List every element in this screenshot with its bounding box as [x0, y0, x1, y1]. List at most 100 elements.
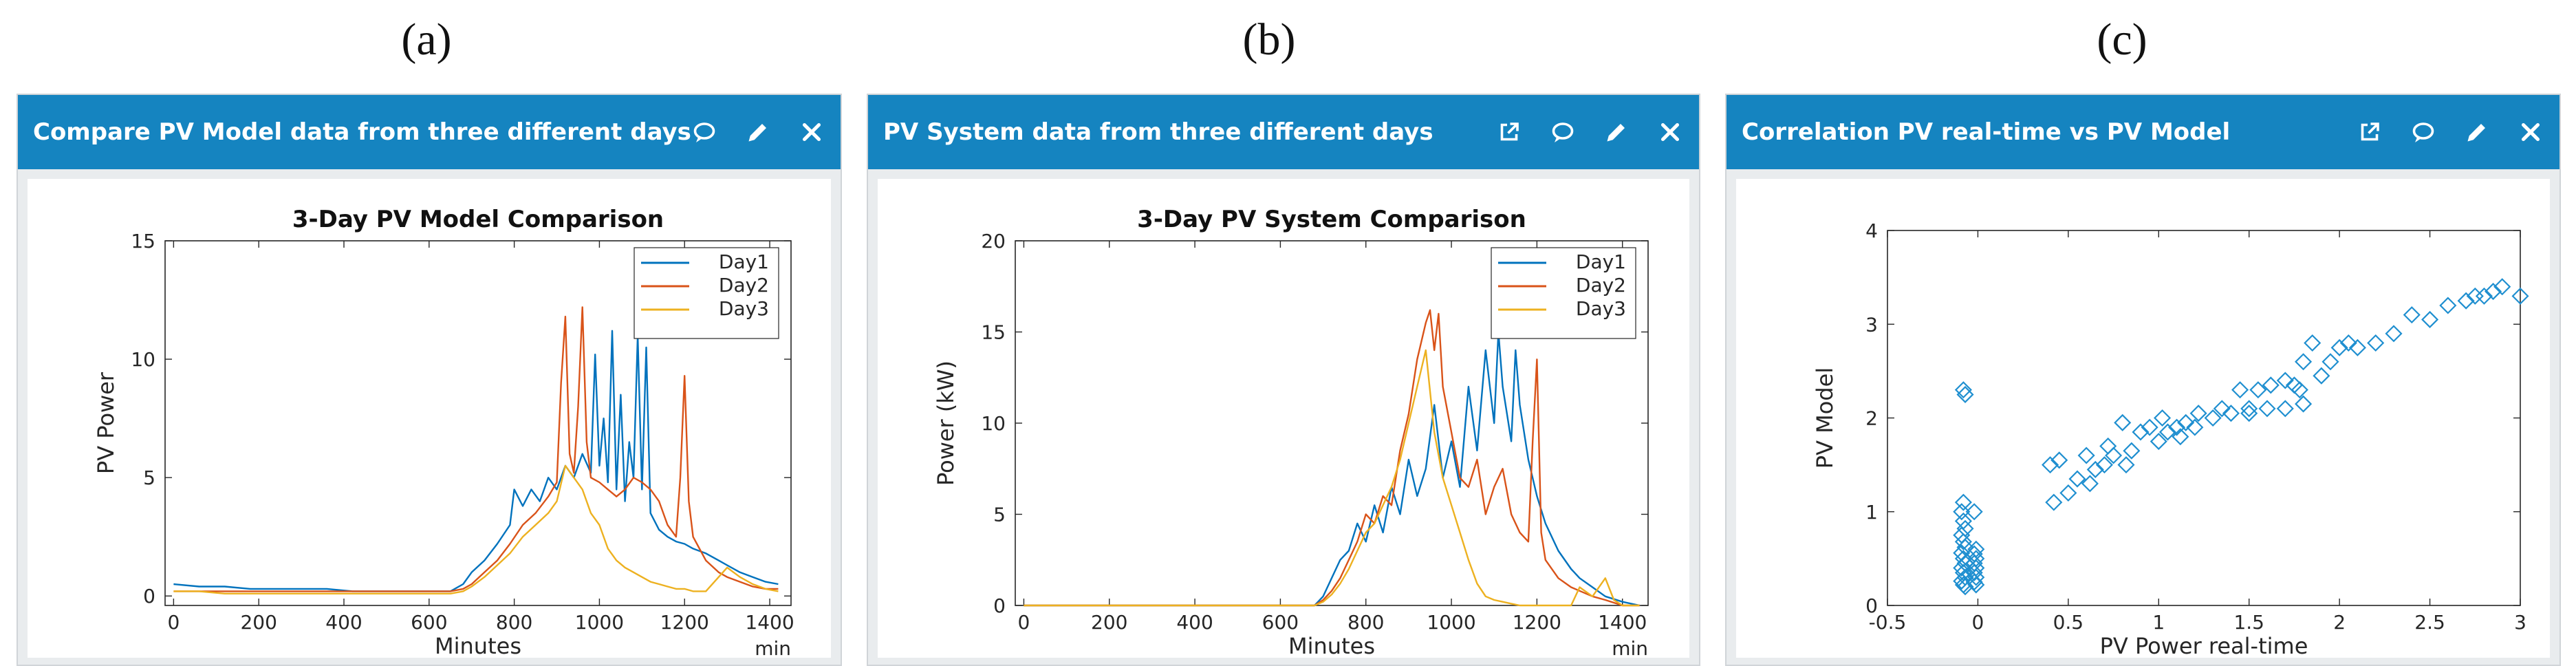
- close-icon[interactable]: [797, 117, 827, 147]
- scatter-point: [1954, 493, 1972, 511]
- y-tick-label: 10: [981, 412, 1006, 435]
- comment-icon[interactable]: [689, 117, 719, 147]
- y-tick-label: 5: [993, 504, 1006, 526]
- scatter-point: [2262, 376, 2280, 394]
- legend-label: Day1: [1576, 250, 1626, 273]
- legend-label: Day2: [719, 274, 769, 297]
- scatter-point: [2158, 423, 2176, 441]
- comment-icon[interactable]: [1548, 117, 1578, 147]
- scatter-point: [2204, 409, 2222, 427]
- scatter-point: [2222, 405, 2240, 422]
- scatter-point: [2339, 334, 2357, 352]
- scatter-point: [2172, 428, 2189, 446]
- external-link-icon[interactable]: [1494, 117, 1524, 147]
- x-axis-label: Minutes: [435, 633, 521, 658]
- scatter-point: [2150, 433, 2167, 451]
- scatter-point: [2099, 437, 2117, 455]
- scatter-point: [2168, 418, 2186, 436]
- scatter-point: [2475, 287, 2493, 305]
- pencil-icon[interactable]: [1601, 117, 1632, 147]
- x-axis-label: PV Power real-time: [2100, 633, 2308, 658]
- scatter-point: [2258, 400, 2276, 418]
- scatter-point: [1954, 381, 1972, 399]
- scatter-point: [2493, 278, 2511, 296]
- comment-icon[interactable]: [2408, 117, 2438, 147]
- legend-label: Day1: [719, 250, 769, 273]
- x-axis-unit: min: [1612, 637, 1648, 658]
- scatter-point: [2439, 297, 2457, 314]
- scatter-point: [1967, 576, 1985, 594]
- scatter-point: [1953, 559, 1971, 577]
- axes-box: [164, 240, 792, 606]
- x-tick-label: 0.5: [2053, 611, 2084, 634]
- axes-box: [1887, 230, 2521, 606]
- y-tick-label: 5: [143, 466, 155, 489]
- scatter-point: [2321, 353, 2339, 371]
- scatter-point: [2313, 367, 2330, 385]
- plot-area: 3-Day PV System Comparison 0 200 400 600 800 1…: [878, 179, 1689, 658]
- scatter-point: [2186, 418, 2204, 436]
- y-tick-label: 1: [1865, 501, 1878, 524]
- close-icon[interactable]: [2515, 117, 2546, 147]
- scatter-point: [2153, 409, 2172, 427]
- scatter-point: [1954, 533, 1972, 550]
- scatter-point: [2295, 395, 2313, 413]
- scatter-point: [2045, 493, 2063, 511]
- scatter-point: [2141, 418, 2158, 436]
- scatter-point: [2105, 447, 2123, 464]
- legend-label: Day2: [1576, 274, 1626, 297]
- scatter-point: [2295, 353, 2313, 371]
- x-tick-label: 0: [1972, 611, 1984, 634]
- x-tick-label: 800: [496, 611, 532, 634]
- panel-correlation: Correlation PV real-time vs PV Model -0.…: [1725, 94, 2561, 666]
- panel-toolbar: [689, 95, 827, 169]
- close-icon[interactable]: [1655, 117, 1685, 147]
- scatter-point: [2114, 413, 2132, 431]
- scatter-point: [1956, 578, 1974, 596]
- scatter-point: [1953, 503, 1971, 521]
- scatter-point: [2367, 334, 2385, 352]
- panel-label-c: (c): [2097, 14, 2147, 65]
- panel-label-a: (a): [401, 14, 452, 65]
- panel-header: Correlation PV real-time vs PV Model: [1727, 95, 2559, 169]
- scatter-point: [2189, 405, 2207, 422]
- series-line-day2: [173, 306, 779, 592]
- x-tick-label: 1200: [660, 611, 709, 634]
- scatter-point: [2086, 460, 2104, 478]
- panel-pv-model: Compare PV Model data from three differe…: [17, 94, 842, 666]
- scatter-point: [2117, 456, 2135, 474]
- scatter-point: [2240, 400, 2258, 418]
- plot-area: -0.5 0 0.5 1 1.5 2 2.5 3 0 1 2 3 4 PV Power real-time…: [1736, 179, 2550, 658]
- x-tick-label: 400: [325, 611, 362, 634]
- chart-title: 3-Day PV System Comparison: [1137, 206, 1526, 233]
- x-tick-label: 200: [240, 611, 277, 634]
- x-axis-unit: min: [755, 637, 791, 658]
- x-tick-label: 0: [167, 611, 180, 634]
- scatter-point: [2348, 339, 2366, 356]
- scatter-point: [2050, 451, 2068, 469]
- x-tick-label: 0: [1018, 611, 1030, 634]
- x-tick-label: 400: [1176, 611, 1213, 634]
- scatter-point: [2385, 325, 2403, 343]
- x-tick-label: 2.5: [2414, 611, 2445, 634]
- panel-title: PV System data from three different days: [883, 118, 1433, 146]
- x-tick-label: -0.5: [1869, 611, 1907, 634]
- scatter-point: [1956, 385, 1974, 403]
- y-tick-label: 0: [993, 594, 1006, 617]
- x-tick-label: 1000: [575, 611, 624, 634]
- external-link-icon[interactable]: [2355, 117, 2385, 147]
- y-tick-label: 4: [1865, 219, 1878, 242]
- pencil-icon[interactable]: [2462, 117, 2492, 147]
- x-tick-label: 600: [1262, 611, 1299, 634]
- pencil-icon[interactable]: [743, 117, 773, 147]
- y-tick-label: 0: [143, 585, 155, 608]
- x-tick-label: 3: [2514, 611, 2526, 634]
- x-tick-label: 600: [411, 611, 447, 634]
- series-line-day1: [1024, 331, 1640, 607]
- panel-pv-system: PV System data from three different days…: [867, 94, 1700, 666]
- scatter-point: [2249, 381, 2267, 399]
- scatter-point: [2177, 413, 2195, 431]
- scatter-point: [2123, 442, 2141, 460]
- legend-label: Day3: [719, 297, 769, 320]
